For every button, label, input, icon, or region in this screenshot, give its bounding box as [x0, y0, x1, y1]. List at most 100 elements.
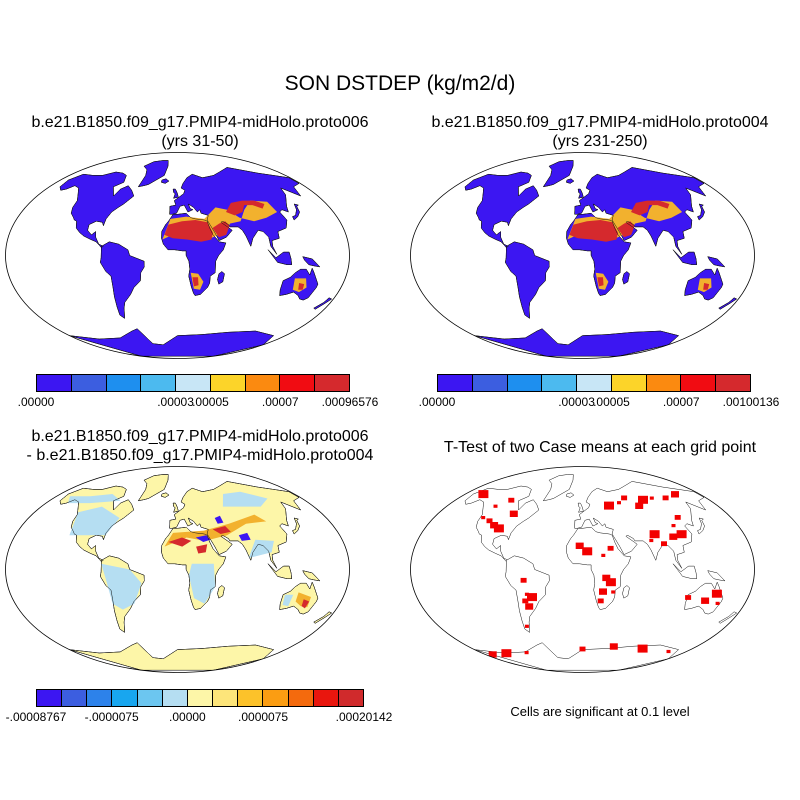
continent-iceland: [566, 492, 575, 498]
map-svg: [410, 466, 755, 673]
colorbar-swatch: [577, 375, 612, 391]
dust-region: [298, 283, 305, 290]
coastline: [217, 585, 225, 599]
coastline: [172, 188, 179, 199]
difference-region: [67, 494, 121, 504]
case1-title-line1: b.e21.B1850.f09_g17.PMIP4-midHolo.proto0…: [31, 114, 369, 131]
ttest-map: [410, 466, 755, 678]
colorbar-swatch: [338, 690, 364, 706]
coastline: [279, 581, 319, 615]
coastline: [672, 249, 697, 265]
map-svg: [5, 466, 350, 673]
significant-cell: [481, 516, 486, 520]
colorbar-swatch: [681, 375, 717, 391]
colorbar-swatch: [280, 375, 316, 391]
coastline: [566, 212, 632, 296]
difference-region: [101, 563, 142, 610]
significant-cell: [524, 651, 529, 655]
colorbar-swatch: [313, 690, 339, 706]
colorbar-tick-label: .00005: [192, 395, 229, 409]
coastline: [161, 492, 170, 498]
dust-region: [192, 277, 199, 287]
colorbar-swatch: [611, 375, 647, 391]
colorbar-swatch: [187, 690, 214, 706]
significant-cell: [674, 515, 681, 520]
case1-map: [5, 152, 350, 364]
significant-cell: [649, 538, 654, 543]
significant-cell: [579, 646, 586, 652]
significant-cell: [635, 502, 644, 509]
colorbar-swatch: [213, 690, 239, 706]
diff-title-line2: - b.e21.B1850.f09_g17.PMIP4-midHolo.prot…: [26, 447, 374, 464]
colorbar-swatch: [507, 375, 543, 391]
diff-title: b.e21.B1850.f09_g17.PMIP4-midHolo.proto0…: [0, 427, 400, 465]
coastline: [313, 611, 333, 624]
significant-cell: [637, 644, 648, 653]
significant-cell: [607, 545, 614, 551]
coastline: [574, 167, 707, 255]
colorbar-swatch: [288, 690, 314, 706]
coastline: [69, 642, 275, 671]
coastline: [577, 188, 584, 199]
dust-region: [569, 220, 618, 242]
continent-borneo-indo: [672, 563, 697, 579]
colorbar-tick-label: .0000075: [238, 710, 289, 724]
case1-title-line2: (yrs 31-50): [161, 133, 239, 150]
colorbar-swatch: [37, 375, 72, 391]
significant-cell: [671, 524, 676, 528]
significant-cell: [597, 598, 604, 604]
colorbar-swatch: [62, 690, 88, 706]
difference-region: [282, 594, 294, 607]
colorbar-swatch: [176, 375, 211, 391]
colorbar-tick-label: .00000: [17, 395, 55, 409]
colorbar-swatch: [162, 690, 188, 706]
significant-cell: [520, 577, 527, 583]
dust-region: [631, 200, 670, 216]
ttest-title: T-Test of two Case means at each grid po…: [400, 438, 800, 457]
significant-cell: [493, 524, 504, 533]
significant-cell: [617, 501, 621, 505]
coastline: [59, 485, 135, 562]
coastline: [718, 297, 738, 310]
significant-cell: [601, 553, 606, 557]
significant-cell: [711, 589, 722, 598]
colorbar-tick-label: .00096576: [321, 395, 379, 409]
significant-cell: [524, 592, 529, 596]
case1-colorbar: [36, 374, 350, 392]
difference-region: [238, 532, 251, 541]
coastline: [59, 171, 135, 248]
colorbar-swatch: [542, 375, 578, 391]
colorbar-swatch: [263, 690, 289, 706]
coastline: [464, 171, 540, 248]
colorbar-swatch: [37, 690, 63, 706]
coastline: [161, 526, 227, 610]
colorbar-tick-label: .00005: [593, 395, 630, 409]
colorbar-tick-label: .00003: [558, 395, 595, 409]
colorbar-swatch: [245, 375, 281, 391]
significant-cell: [661, 541, 667, 547]
colorbar-tick-label: .00007: [662, 395, 700, 409]
difference-region: [248, 539, 274, 559]
significant-cell: [666, 649, 671, 654]
coastline: [292, 203, 300, 221]
coastline: [707, 256, 726, 268]
coastline: [161, 178, 170, 184]
case2-title: b.e21.B1850.f09_g17.PMIP4-midHolo.proto0…: [400, 113, 800, 151]
coastline: [267, 249, 292, 265]
diff-map: [5, 466, 350, 678]
colorbar-tick-label: -.00008767: [5, 710, 67, 724]
continent-japan: [697, 517, 705, 535]
continent-new-guinea: [707, 570, 726, 582]
map-svg: [410, 152, 755, 359]
case2-map: [410, 152, 755, 364]
significant-cell: [488, 651, 497, 658]
coastline: [137, 160, 169, 188]
significant-cell: [685, 595, 692, 600]
significant-cell: [522, 598, 529, 604]
colorbar-swatch: [112, 690, 138, 706]
map-border: [5, 466, 350, 673]
continent-antarctica: [474, 642, 679, 671]
difference-region: [168, 537, 192, 547]
coastline: [172, 502, 179, 513]
figure-title: SON DSTDEP (kg/m2/d): [284, 72, 516, 95]
